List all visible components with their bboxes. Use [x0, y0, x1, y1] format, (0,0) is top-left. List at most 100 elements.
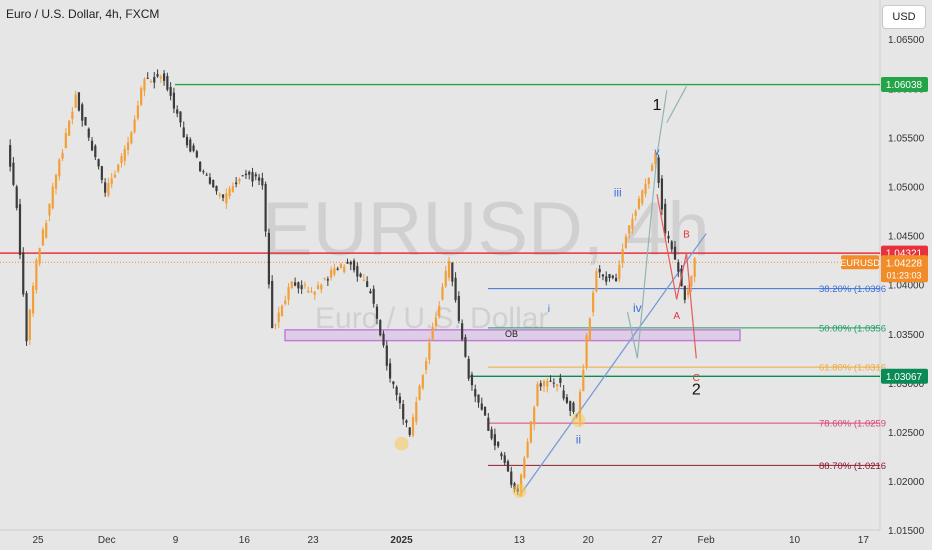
candle-body: [41, 229, 45, 246]
candle-body: [333, 268, 336, 275]
candle-body: [140, 88, 143, 105]
candle-body: [650, 164, 654, 172]
candle-body: [438, 305, 441, 317]
candle-body: [126, 142, 130, 151]
candle-body: [117, 164, 120, 172]
candle-body: [601, 274, 605, 277]
candle-body: [641, 190, 644, 204]
chart-title: Euro / U.S. Dollar, 4h, FXCM: [6, 7, 160, 21]
candle-body: [385, 345, 388, 366]
candle-body: [542, 381, 546, 387]
candle-body: [97, 159, 100, 167]
candle-body: [621, 249, 624, 263]
price-tick-label: 1.05000: [888, 182, 925, 193]
impulse-wave-projection[interactable]: [626, 90, 668, 359]
current-price-countdown: 01:23:03: [886, 270, 921, 280]
candle-body: [143, 79, 146, 91]
candle-body: [497, 441, 500, 447]
candle-body: [510, 471, 513, 485]
candle-body: [562, 390, 565, 399]
candle-body: [307, 290, 310, 293]
candle-body: [487, 417, 490, 431]
candle-body: [578, 391, 582, 422]
candle-body: [425, 361, 428, 370]
candle-body: [644, 183, 647, 194]
candle-body: [58, 159, 61, 177]
candle-body: [670, 241, 673, 250]
candle-body: [582, 369, 585, 392]
candle-body: [611, 275, 614, 278]
candle-body: [500, 453, 503, 457]
price-tick-label: 1.05500: [888, 133, 925, 144]
candle-body: [402, 404, 405, 420]
candle-body: [84, 117, 87, 126]
time-tick-label: 25: [32, 535, 44, 546]
candle-body: [552, 382, 555, 384]
candle-body: [48, 203, 51, 216]
wave-label: iii: [614, 185, 622, 199]
candle-body: [464, 337, 467, 357]
candle-body: [618, 264, 621, 280]
candle-body: [454, 277, 457, 301]
candle-body: [470, 374, 474, 386]
candle-body: [208, 177, 212, 184]
candle-body: [133, 119, 136, 133]
time-tick-label: Dec: [98, 535, 116, 546]
candle-body: [300, 285, 303, 290]
abc-correction-path[interactable]: [656, 194, 697, 359]
candle-body: [421, 374, 424, 389]
wave-label: iv: [633, 301, 642, 315]
trendline[interactable]: [518, 233, 707, 497]
candle-body: [277, 312, 280, 323]
time-tick-label: Feb: [698, 535, 716, 546]
candle-body: [179, 111, 182, 123]
candle-body: [271, 280, 274, 329]
wave-label: B: [683, 230, 690, 241]
fib-level-label: 50.00% (1.0356: [819, 323, 886, 334]
candle-body: [18, 204, 22, 255]
candle-body: [585, 335, 588, 367]
candle-body: [683, 285, 686, 300]
time-tick-label: 27: [651, 535, 663, 546]
symbol-tag: EURUSD: [840, 258, 880, 269]
candle-body: [189, 139, 192, 152]
order-block-label: OB: [505, 329, 518, 339]
candle-body: [447, 261, 451, 278]
candle-body: [192, 145, 195, 151]
candle-body: [261, 178, 264, 186]
fib-level-label: 61.80% (1.0316: [819, 363, 886, 374]
candle-body: [595, 271, 598, 292]
candle-body: [316, 285, 320, 290]
candle-body: [657, 157, 660, 183]
price-tick-label: 1.04500: [888, 232, 925, 243]
candle-body: [647, 177, 650, 185]
candle-body: [411, 417, 415, 436]
wave-one-arrow: [666, 86, 688, 123]
candle-body: [605, 276, 608, 282]
candle-body: [77, 92, 81, 111]
candle-body: [379, 320, 382, 336]
candle-body: [45, 223, 48, 238]
order-block-zone[interactable]: [284, 329, 741, 342]
candle-body: [107, 183, 110, 196]
wave-label: C: [693, 373, 700, 384]
fib-level-label: 78.60% (1.0259: [819, 419, 886, 430]
candle-body: [592, 292, 595, 313]
candle-body: [565, 397, 569, 403]
candle-body: [608, 274, 611, 279]
price-tick-label: 1.04000: [888, 281, 925, 292]
candle-body: [235, 182, 238, 185]
symbol-watermark: EURUSD, 4h: [262, 187, 710, 272]
candle-body: [257, 177, 261, 181]
candle-body: [267, 232, 270, 285]
currency-button[interactable]: USD: [882, 5, 926, 29]
price-tick-label: 1.02500: [888, 428, 925, 439]
candle-body: [637, 198, 641, 209]
candle-body: [130, 132, 133, 144]
candle-body: [120, 156, 123, 164]
candle-body: [113, 174, 117, 178]
candle-body: [559, 377, 562, 383]
candle-body: [467, 358, 470, 379]
candle-body: [349, 261, 352, 265]
